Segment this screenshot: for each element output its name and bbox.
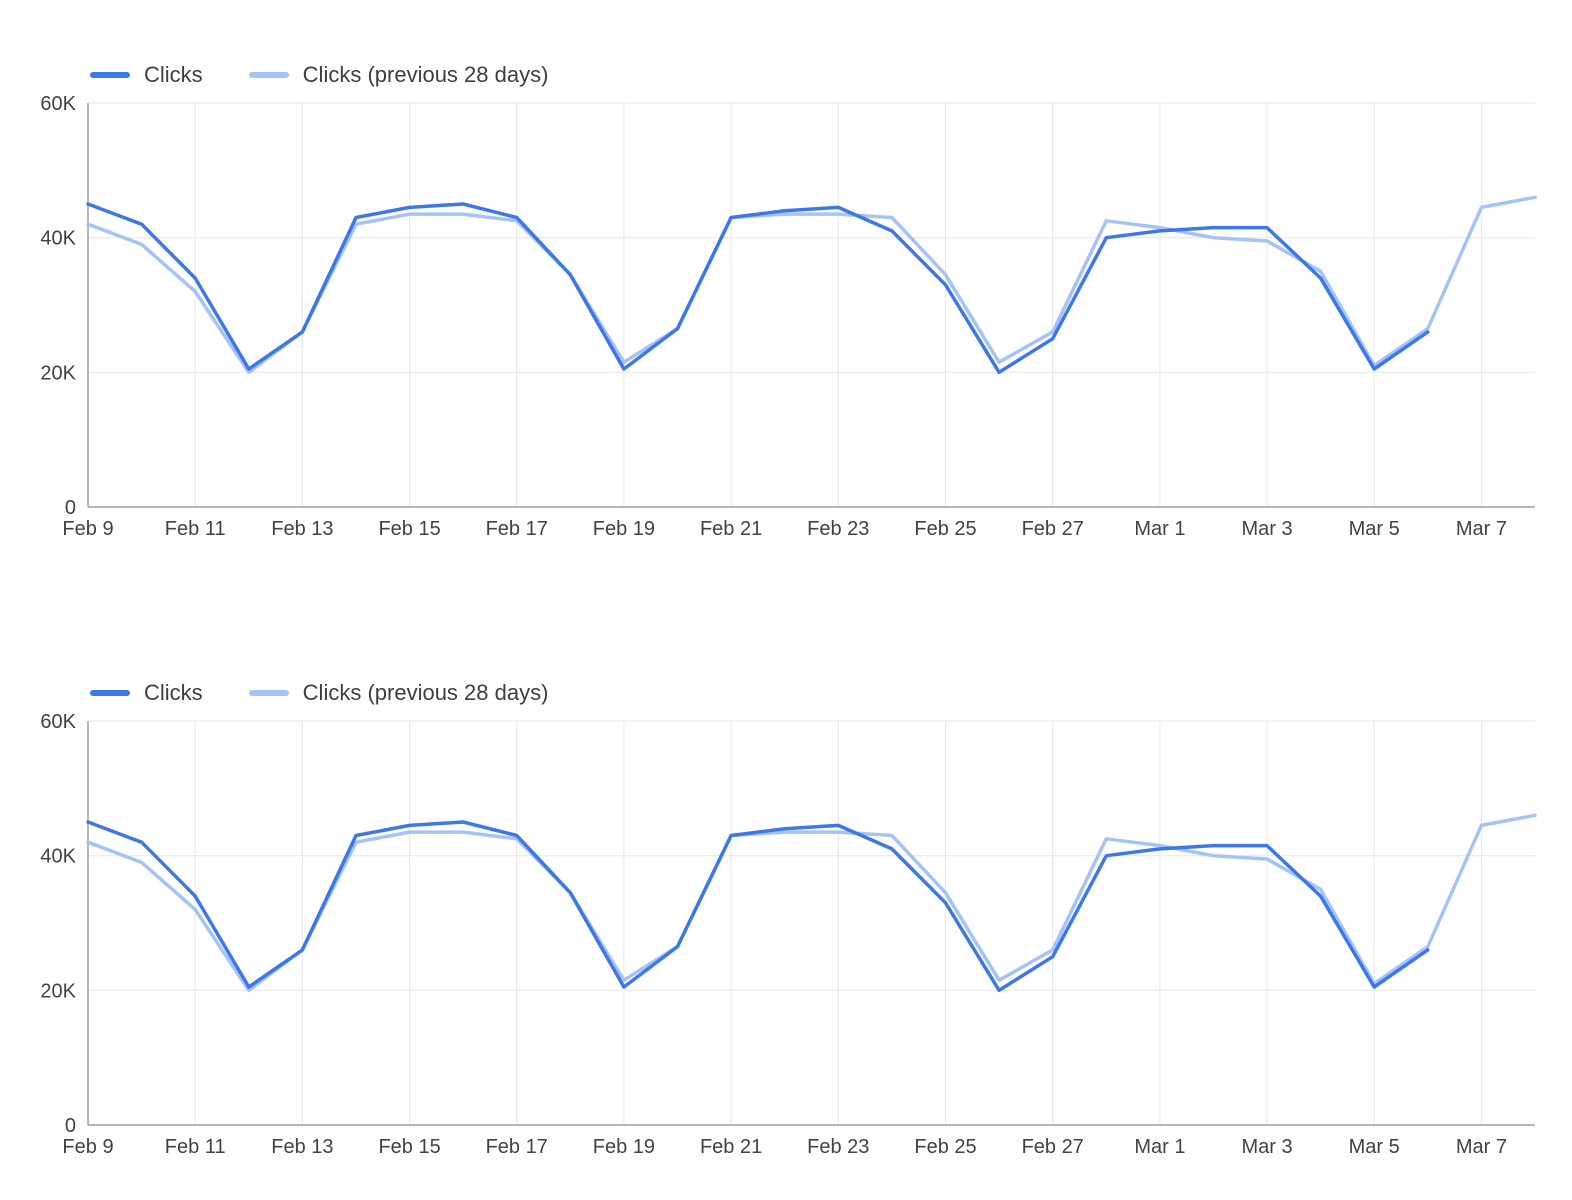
y-axis-tick-label: 60K: [40, 95, 76, 115]
x-axis-tick-label: Mar 5: [1349, 518, 1400, 540]
y-axis-tick-label: 40K: [40, 846, 76, 868]
clicks-legend-label: Clicks: [144, 62, 203, 87]
x-axis-tick-label: Feb 17: [486, 1136, 548, 1158]
clicks-previous-line: [86, 195, 1537, 375]
chart-legend: Clicks Clicks (previous 28 days): [0, 55, 1572, 95]
y-axis-tick-label: 20K: [40, 980, 76, 1002]
y-axis-tick-label: 0: [65, 497, 76, 519]
x-axis-tick-label: Feb 23: [807, 518, 869, 540]
clicks-previous-legend-label: Clicks (previous 28 days): [302, 62, 549, 87]
x-axis-tick-label: Feb 27: [1022, 1136, 1084, 1158]
x-axis-tick-label: Feb 21: [700, 518, 762, 540]
y-axis-tick-label: 0: [65, 1115, 76, 1137]
x-axis-tick-label: Mar 5: [1349, 1136, 1400, 1158]
clicks-chart-svg: 0 20K 40K 60K Feb 9 Feb 11 Feb 13 Feb 15 Feb 17 F…: [40, 713, 1537, 1158]
x-axis-tick-label: Feb 15: [378, 1136, 440, 1158]
clicks-line: [86, 820, 1430, 993]
legend-item-clicks[interactable]: Clicks: [90, 62, 203, 88]
clicks-previous-series-swatch: [248, 690, 289, 696]
x-axis-tick-label: Feb 23: [807, 1136, 869, 1158]
clicks-chart-bottom: Clicks Clicks (previous 28 days) 0 20K 40K…: [0, 673, 1572, 1173]
chart-legend: Clicks Clicks (previous 28 days): [0, 673, 1572, 713]
x-axis-tick-label: Feb 11: [165, 518, 226, 540]
x-axis-tick-label: Feb 25: [914, 1136, 976, 1158]
clicks-previous-series-swatch: [248, 72, 289, 78]
clicks-chart-svg: 0 20K 40K 60K Feb 9 Feb 11 Feb 13 Feb 15 Feb 17 F…: [40, 95, 1537, 540]
x-axis-tick-label: Feb 21: [700, 1136, 762, 1158]
y-axis-tick-label: 20K: [40, 362, 76, 384]
clicks-previous-line: [86, 813, 1537, 993]
x-axis-tick-label: Feb 9: [62, 518, 113, 540]
x-axis-tick-label: Feb 17: [486, 518, 548, 540]
clicks-chart-top: Clicks Clicks (previous 28 days) 0 20K 40K…: [0, 55, 1572, 555]
x-axis-tick-label: Feb 19: [593, 1136, 655, 1158]
x-axis-tick-label: Mar 7: [1456, 1136, 1507, 1158]
x-axis-tick-label: Feb 9: [62, 1136, 113, 1158]
x-axis-tick-label: Feb 11: [165, 1136, 226, 1158]
legend-item-clicks-previous[interactable]: Clicks (previous 28 days): [248, 680, 549, 706]
legend-item-clicks-previous[interactable]: Clicks (previous 28 days): [248, 62, 549, 88]
clicks-series-swatch: [90, 690, 130, 696]
x-axis-tick-label: Mar 1: [1134, 518, 1185, 540]
x-axis-tick-label: Feb 13: [271, 1136, 333, 1158]
x-axis-tick-label: Feb 13: [271, 518, 333, 540]
legend-item-clicks[interactable]: Clicks: [90, 680, 203, 706]
x-axis-tick-label: Mar 7: [1456, 518, 1507, 540]
y-axis-tick-label: 40K: [40, 228, 76, 250]
clicks-previous-legend-label: Clicks (previous 28 days): [302, 680, 549, 705]
x-axis-tick-label: Mar 3: [1241, 518, 1292, 540]
x-axis-tick-label: Mar 1: [1134, 1136, 1185, 1158]
x-axis-tick-label: Feb 25: [914, 518, 976, 540]
clicks-line: [86, 202, 1430, 375]
y-axis-tick-label: 60K: [40, 713, 76, 733]
x-axis-tick-label: Feb 19: [593, 518, 655, 540]
x-axis-tick-label: Feb 15: [378, 518, 440, 540]
clicks-legend-label: Clicks: [144, 680, 203, 705]
x-axis-tick-label: Feb 27: [1022, 518, 1084, 540]
x-axis-tick-label: Mar 3: [1241, 1136, 1292, 1158]
clicks-series-swatch: [90, 72, 130, 78]
